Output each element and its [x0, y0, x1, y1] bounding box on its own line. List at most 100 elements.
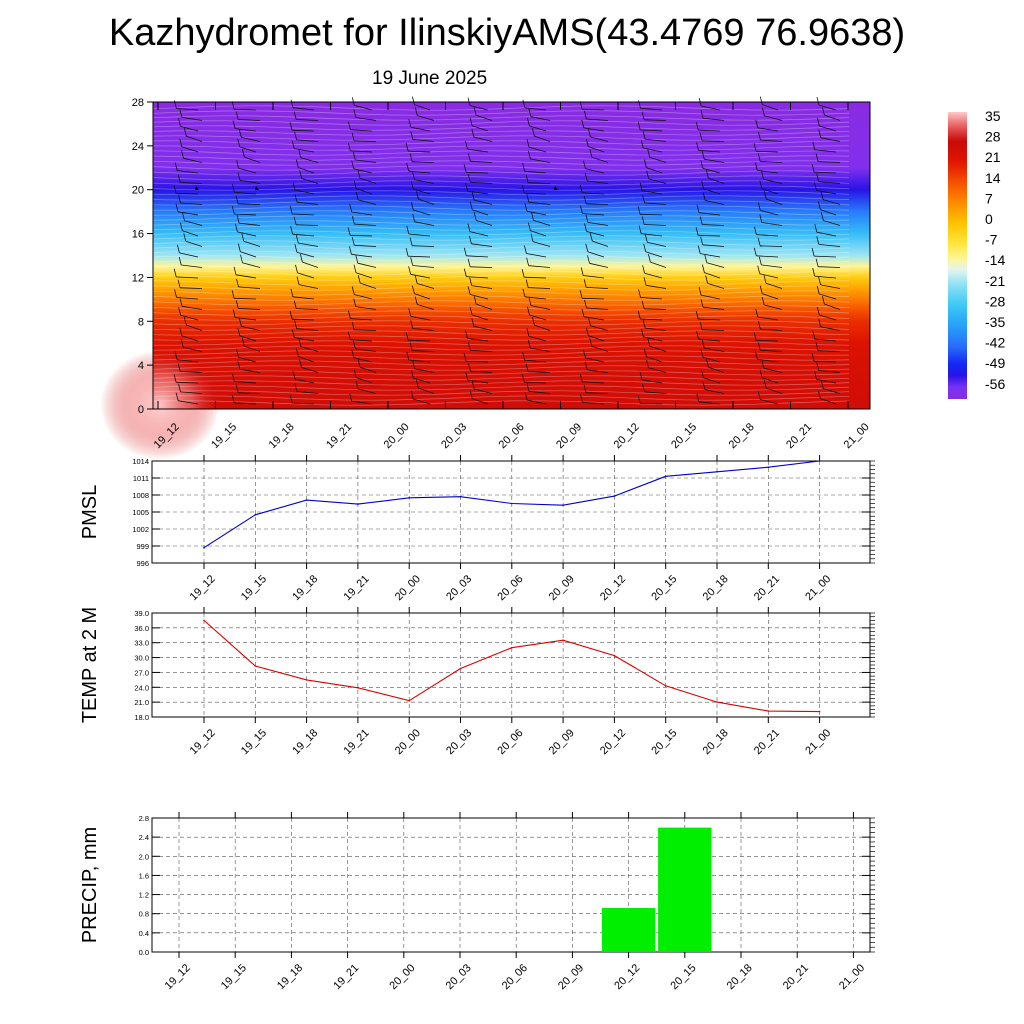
wind-barb-flag [584, 110, 587, 120]
wind-barb [528, 390, 551, 394]
wind-barb-flag [532, 128, 535, 137]
wind-barb [819, 314, 837, 321]
wind-barb [296, 201, 319, 205]
y-tick-label: 27.0 [134, 668, 149, 677]
wind-barb-flag [646, 359, 649, 368]
wind-barb [297, 272, 315, 279]
wind-barb-flag [700, 110, 704, 119]
wind-barb [239, 146, 257, 153]
wind-barb-flag [816, 97, 820, 106]
wind-barb-flag [700, 236, 703, 245]
wind-barb [475, 114, 493, 121]
wind-barb-flag [759, 96, 763, 105]
wind-barb-flag [236, 349, 239, 358]
colorbar-label: 35 [985, 108, 1001, 124]
y-tick-label: 1.2 [139, 891, 149, 900]
wind-barb-flag [416, 380, 419, 389]
wind-barb-flag [585, 243, 589, 252]
wind-barb [408, 359, 431, 363]
wind-barb [702, 306, 725, 310]
contour-line [152, 305, 850, 311]
contour-line [152, 280, 850, 286]
wind-barb [412, 265, 435, 268]
contour-line [152, 210, 850, 216]
wind-barb [816, 378, 837, 384]
wind-barb-flag [179, 298, 183, 307]
contour-line [152, 350, 850, 356]
wind-barb-flag [353, 180, 357, 189]
wind-barb [296, 251, 315, 258]
wind-barb-flag [532, 317, 535, 326]
wind-barb [296, 224, 319, 226]
wind-barb-flag [178, 256, 182, 266]
wind-barb-flag [414, 296, 418, 305]
wind-barb [704, 158, 725, 163]
heatmap-y-tick-label: 12 [132, 272, 144, 284]
contour-line [152, 295, 850, 301]
wind-barb-flag [293, 216, 297, 225]
data-point [203, 546, 205, 549]
wind-barb [180, 126, 199, 132]
heatmap-x-tick-label: 20_12 [612, 421, 642, 451]
wind-barb-flag [180, 339, 184, 348]
wind-barb-flag [294, 131, 297, 140]
x-tick-label: 20_18 [725, 962, 755, 992]
wind-barb-flag [820, 380, 824, 389]
wind-barb [410, 126, 431, 132]
colorbar-label: 28 [985, 129, 1001, 145]
wind-barb [350, 339, 373, 342]
wind-barb-flag [706, 170, 709, 179]
wind-barb [235, 128, 257, 132]
data-point [408, 497, 411, 499]
wind-barb [757, 127, 779, 132]
y-tick-label: 36.0 [134, 624, 149, 633]
wind-barb-flag [755, 308, 759, 318]
wind-barb [358, 199, 377, 205]
y-tick-label: 39.0 [134, 609, 149, 618]
data-point [562, 504, 564, 507]
x-tick-label: 20_09 [556, 962, 586, 992]
data-point [203, 619, 205, 622]
wind-barb [645, 327, 667, 331]
wind-barb [176, 192, 199, 195]
wind-barb-flag [416, 191, 419, 200]
panel-frame [151, 612, 871, 718]
wind-barb-flag [816, 306, 820, 316]
wind-barb [412, 350, 435, 352]
wind-barb [757, 316, 779, 321]
wind-barb-flag [471, 380, 475, 390]
x-tick-label: 20_06 [495, 573, 525, 603]
contour-line [152, 230, 850, 236]
wind-barb [356, 188, 373, 195]
wind-barb-flag [347, 142, 351, 151]
wind-barb [470, 370, 493, 373]
wind-barb [585, 168, 605, 174]
wind-barb [583, 127, 605, 132]
wind-barb [180, 391, 203, 394]
wind-barb [414, 179, 435, 184]
wind-barb-flag [231, 290, 235, 299]
wind-barb-flag [528, 222, 531, 231]
x-tick-label: 20_00 [393, 727, 423, 757]
wind-barb-flag [757, 342, 761, 351]
wind-barb [412, 328, 435, 331]
wind-barb [360, 282, 377, 289]
wind-barb-flag [294, 383, 298, 392]
wind-barb-flag [351, 237, 355, 246]
wind-barb-flag [235, 111, 239, 120]
wind-barb-flag [178, 118, 181, 127]
heatmap-y-tick-label: 8 [138, 316, 144, 328]
wind-barb-flag [353, 264, 357, 273]
wind-barb [818, 370, 841, 373]
x-tick-label: 19_12 [188, 573, 218, 603]
wind-barb-flag [183, 128, 187, 137]
wind-barb [524, 170, 547, 174]
wind-barb [698, 149, 721, 153]
wind-barb-flag [463, 268, 467, 277]
x-tick-label: 19_12 [163, 962, 193, 992]
wind-barb [532, 241, 551, 247]
wind-barb-flag [473, 212, 477, 221]
wind-barb-flag [522, 163, 525, 172]
wind-barb [528, 335, 547, 342]
